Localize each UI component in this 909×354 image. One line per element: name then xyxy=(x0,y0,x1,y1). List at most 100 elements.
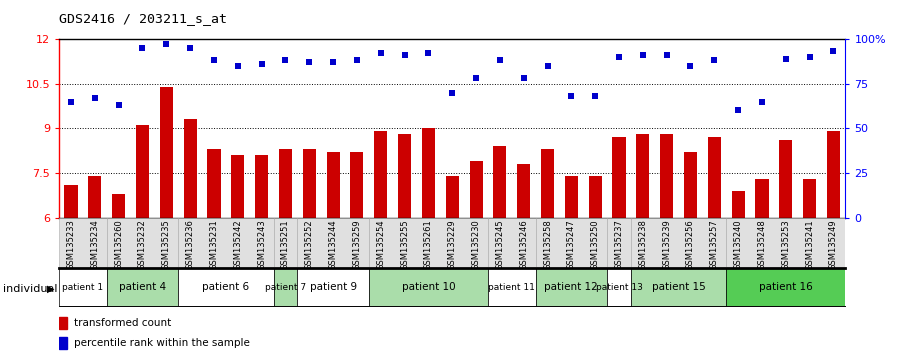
Text: GSM135260: GSM135260 xyxy=(115,219,123,270)
Bar xyxy=(106,268,178,306)
Bar xyxy=(279,149,292,218)
Point xyxy=(206,58,221,63)
Text: GSM135251: GSM135251 xyxy=(281,219,290,270)
Point xyxy=(325,59,340,65)
Text: GSM135242: GSM135242 xyxy=(234,219,243,270)
Point xyxy=(707,58,722,63)
Bar xyxy=(488,218,535,267)
Bar xyxy=(303,149,315,218)
Bar xyxy=(369,268,488,306)
Point xyxy=(159,41,174,47)
Bar xyxy=(326,152,340,218)
Text: patient 4: patient 4 xyxy=(119,282,166,292)
Bar xyxy=(541,149,554,218)
Bar xyxy=(136,125,149,218)
Bar xyxy=(274,218,297,267)
Point xyxy=(493,58,507,63)
Text: patient 9: patient 9 xyxy=(310,282,356,292)
Bar xyxy=(231,155,245,218)
Text: GSM135252: GSM135252 xyxy=(305,219,314,270)
Bar xyxy=(255,155,268,218)
Point xyxy=(302,59,316,65)
Text: GSM135231: GSM135231 xyxy=(209,219,218,270)
Bar xyxy=(207,149,221,218)
Bar xyxy=(375,131,387,218)
Point xyxy=(540,63,554,69)
Bar xyxy=(660,134,674,218)
Point xyxy=(635,52,650,58)
Bar xyxy=(106,218,178,267)
Bar xyxy=(184,119,196,218)
Bar xyxy=(274,268,297,306)
Bar xyxy=(564,176,578,218)
Bar xyxy=(494,146,506,218)
Point xyxy=(564,93,579,99)
Text: GSM135240: GSM135240 xyxy=(734,219,743,270)
Bar xyxy=(631,218,726,267)
Point xyxy=(135,45,150,51)
Point xyxy=(278,58,293,63)
Bar xyxy=(607,218,631,267)
Point xyxy=(731,108,745,113)
Text: GSM135234: GSM135234 xyxy=(90,219,99,270)
Point xyxy=(231,63,245,69)
Text: GSM135249: GSM135249 xyxy=(829,219,838,270)
Bar xyxy=(535,268,607,306)
Bar xyxy=(445,176,459,218)
Text: GSM135248: GSM135248 xyxy=(757,219,766,270)
Bar xyxy=(112,194,125,218)
Bar xyxy=(470,161,483,218)
Text: GSM135261: GSM135261 xyxy=(424,219,433,270)
Bar xyxy=(589,176,602,218)
Bar xyxy=(613,137,625,218)
Point xyxy=(588,93,603,99)
Text: GSM135238: GSM135238 xyxy=(638,219,647,270)
Point xyxy=(445,90,459,96)
Point xyxy=(659,52,674,58)
Point xyxy=(612,54,626,59)
Text: patient 16: patient 16 xyxy=(759,282,813,292)
Bar xyxy=(178,218,274,267)
Text: GSM135256: GSM135256 xyxy=(686,219,695,270)
Bar xyxy=(422,129,435,218)
Point xyxy=(469,75,484,81)
Text: GSM135232: GSM135232 xyxy=(138,219,147,270)
Text: GSM135236: GSM135236 xyxy=(185,219,195,270)
Text: patient 11: patient 11 xyxy=(488,282,535,292)
Text: GSM135235: GSM135235 xyxy=(162,219,171,270)
Point xyxy=(684,63,698,69)
Bar xyxy=(88,176,102,218)
Text: patient 15: patient 15 xyxy=(652,282,705,292)
Point xyxy=(374,50,388,56)
Point xyxy=(516,75,531,81)
Bar xyxy=(535,218,607,267)
Text: transformed count: transformed count xyxy=(74,318,171,327)
Bar xyxy=(517,164,530,218)
Bar xyxy=(732,191,744,218)
Point xyxy=(87,95,102,101)
Text: GSM135241: GSM135241 xyxy=(805,219,814,270)
Bar xyxy=(59,316,67,329)
Bar xyxy=(684,152,697,218)
Point xyxy=(350,58,365,63)
Text: GSM135244: GSM135244 xyxy=(328,219,337,270)
Bar xyxy=(779,140,793,218)
Point xyxy=(255,61,269,67)
Bar xyxy=(59,218,106,267)
Text: GSM135237: GSM135237 xyxy=(614,219,624,270)
Bar xyxy=(803,179,816,218)
Text: GSM135254: GSM135254 xyxy=(376,219,385,270)
Text: GSM135257: GSM135257 xyxy=(710,219,719,270)
Bar xyxy=(369,218,488,267)
Bar xyxy=(827,131,840,218)
Bar xyxy=(59,268,106,306)
Bar xyxy=(398,134,411,218)
Text: GSM135246: GSM135246 xyxy=(519,219,528,270)
Text: GSM135258: GSM135258 xyxy=(543,219,552,270)
Point xyxy=(421,50,435,56)
Bar xyxy=(636,134,649,218)
Bar xyxy=(160,87,173,218)
Text: GSM135253: GSM135253 xyxy=(782,219,790,270)
Text: ▶: ▶ xyxy=(47,284,55,293)
Point xyxy=(778,56,793,62)
